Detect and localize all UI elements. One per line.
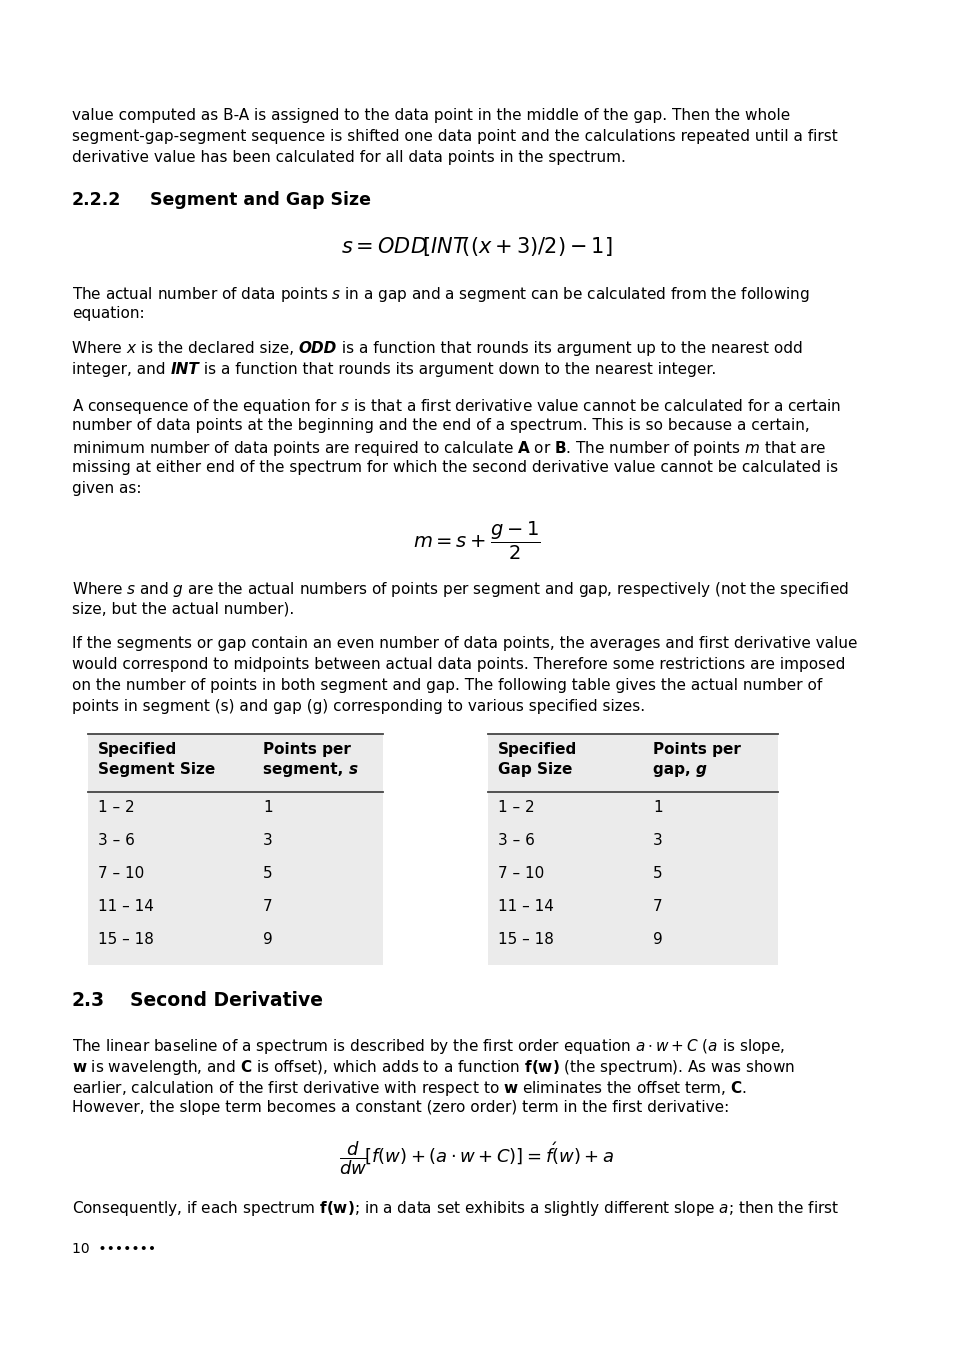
Text: given as:: given as: — [71, 481, 141, 495]
Text: 10  •••••••: 10 ••••••• — [71, 1242, 156, 1256]
Text: 5: 5 — [652, 865, 662, 882]
Text: 15 – 18: 15 – 18 — [98, 931, 153, 946]
Text: 1: 1 — [652, 801, 662, 815]
Text: is the declared size,: is the declared size, — [135, 342, 298, 356]
Text: would correspond to midpoints between actual data points. Therefore some restric: would correspond to midpoints between ac… — [71, 657, 844, 672]
Text: minimum number of data points are required to calculate $\mathbf{A}$ or $\mathbf: minimum number of data points are requir… — [71, 439, 825, 458]
Text: 5: 5 — [263, 865, 273, 882]
Text: s: s — [348, 761, 357, 778]
Text: 7 – 10: 7 – 10 — [497, 865, 543, 882]
Text: missing at either end of the spectrum for which the second derivative value cann: missing at either end of the spectrum fo… — [71, 460, 838, 475]
Text: 7: 7 — [263, 899, 273, 914]
Text: x: x — [127, 342, 135, 356]
Text: 3: 3 — [652, 833, 662, 848]
Text: size, but the actual number).: size, but the actual number). — [71, 601, 294, 616]
Text: Segment and Gap Size: Segment and Gap Size — [150, 190, 371, 209]
Text: A consequence of the equation for $\mathit{s}$ is that a first derivative value : A consequence of the equation for $\math… — [71, 397, 841, 416]
Text: is a function that rounds its argument down to the nearest integer.: is a function that rounds its argument d… — [199, 362, 716, 377]
Text: $s=ODD\!\left[INT\!\left((x+3)/2\right)-1\right]$: $s=ODD\!\left[INT\!\left((x+3)/2\right)-… — [341, 235, 612, 258]
Text: 2.2.2: 2.2.2 — [71, 190, 121, 209]
Text: 9: 9 — [263, 931, 273, 946]
Text: Consequently, if each spectrum $\mathbf{f(w)}$; in a data set exhibits a slightl: Consequently, if each spectrum $\mathbf{… — [71, 1199, 839, 1218]
Text: If the segments or gap contain an even number of data points, the averages and f: If the segments or gap contain an even n… — [71, 636, 857, 651]
Text: on the number of points in both segment and gap. The following table gives the a: on the number of points in both segment … — [71, 678, 821, 693]
Text: 3 – 6: 3 – 6 — [497, 833, 535, 848]
Text: g: g — [695, 761, 706, 778]
Text: Points per: Points per — [652, 743, 740, 757]
Text: earlier, calculation of the first derivative with respect to $\mathbf{w}$ elimin: earlier, calculation of the first deriva… — [71, 1079, 746, 1098]
Text: 9: 9 — [652, 931, 662, 946]
Text: Specified: Specified — [497, 743, 577, 757]
Text: $\mathbf{w}$ is wavelength, and $\mathbf{C}$ is offset), which adds to a functio: $\mathbf{w}$ is wavelength, and $\mathbf… — [71, 1058, 794, 1077]
Text: The linear baseline of a spectrum is described by the first order equation $a \c: The linear baseline of a spectrum is des… — [71, 1037, 784, 1056]
Text: value computed as B-A is assigned to the data point in the middle of the gap. Th: value computed as B-A is assigned to the… — [71, 108, 789, 123]
Text: 1 – 2: 1 – 2 — [497, 801, 534, 815]
Text: $\dfrac{d}{dw}\!\left[f(w)+(a\cdot w+C)\right]=f\'(w)+a$: $\dfrac{d}{dw}\!\left[f(w)+(a\cdot w+C)\… — [339, 1139, 614, 1177]
Text: ODD: ODD — [298, 342, 336, 356]
Text: Points per: Points per — [263, 743, 351, 757]
Text: 3 – 6: 3 – 6 — [98, 833, 134, 848]
Text: is a function that rounds its argument up to the nearest odd: is a function that rounds its argument u… — [336, 342, 801, 356]
Text: derivative value has been calculated for all data points in the spectrum.: derivative value has been calculated for… — [71, 150, 625, 165]
Text: Where: Where — [71, 342, 127, 356]
Text: Second Derivative: Second Derivative — [130, 991, 323, 1010]
Text: 3: 3 — [263, 833, 273, 848]
Text: equation:: equation: — [71, 306, 145, 321]
Text: 1 – 2: 1 – 2 — [98, 801, 134, 815]
Text: INT: INT — [171, 362, 199, 377]
Text: integer, and: integer, and — [71, 362, 171, 377]
Text: $m=s+\dfrac{g-1}{2}$: $m=s+\dfrac{g-1}{2}$ — [413, 520, 540, 562]
Text: 7: 7 — [652, 899, 662, 914]
Text: 11 – 14: 11 – 14 — [497, 899, 554, 914]
Text: 15 – 18: 15 – 18 — [497, 931, 554, 946]
Text: segment-gap-segment sequence is shifted one data point and the calculations repe: segment-gap-segment sequence is shifted … — [71, 130, 837, 144]
Text: segment,: segment, — [263, 761, 348, 778]
Text: 11 – 14: 11 – 14 — [98, 899, 153, 914]
Text: However, the slope term becomes a constant (zero order) term in the first deriva: However, the slope term becomes a consta… — [71, 1100, 728, 1115]
Text: Specified: Specified — [98, 743, 177, 757]
Text: 2.3: 2.3 — [71, 991, 105, 1010]
Bar — [488, 734, 778, 965]
Text: The actual number of data points $\mathit{s}$ in a gap and a segment can be calc: The actual number of data points $\mathi… — [71, 285, 809, 304]
Text: Segment Size: Segment Size — [98, 761, 215, 778]
Text: Where $\mathit{s}$ and $\mathit{g}$ are the actual numbers of points per segment: Where $\mathit{s}$ and $\mathit{g}$ are … — [71, 580, 848, 599]
Text: 1: 1 — [263, 801, 273, 815]
Bar — [88, 734, 382, 965]
Text: number of data points at the beginning and the end of a spectrum. This is so bec: number of data points at the beginning a… — [71, 418, 809, 433]
Text: 7 – 10: 7 – 10 — [98, 865, 144, 882]
Text: gap,: gap, — [652, 761, 695, 778]
Text: Gap Size: Gap Size — [497, 761, 572, 778]
Text: points in segment (s) and gap (g) corresponding to various specified sizes.: points in segment (s) and gap (g) corres… — [71, 699, 644, 714]
